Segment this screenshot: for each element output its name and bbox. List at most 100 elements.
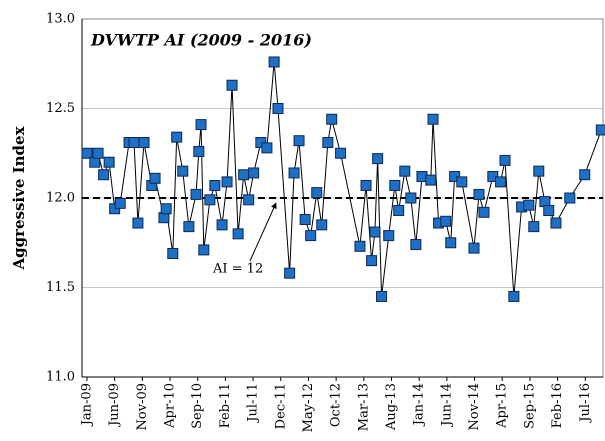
data-point bbox=[322, 137, 334, 149]
data-point bbox=[272, 103, 284, 114]
data-point bbox=[369, 226, 381, 238]
data-point bbox=[473, 188, 485, 200]
data-point bbox=[478, 206, 490, 218]
data-point bbox=[366, 255, 378, 267]
data-point bbox=[209, 179, 221, 191]
annotation: AI = 12 bbox=[212, 262, 263, 277]
data-point bbox=[376, 290, 388, 302]
y-tick-label: 12.5 bbox=[46, 101, 75, 116]
data-point bbox=[550, 217, 562, 229]
data-point bbox=[195, 119, 207, 131]
x-tick-label: Sep-10 bbox=[190, 383, 205, 429]
data-point bbox=[399, 165, 411, 177]
annotation-arrow bbox=[249, 202, 277, 262]
data-point bbox=[427, 113, 439, 125]
data-point bbox=[326, 113, 338, 125]
data-point bbox=[543, 205, 555, 217]
data-point bbox=[335, 147, 347, 159]
data-point bbox=[299, 213, 311, 225]
data-point bbox=[204, 194, 216, 206]
data-point bbox=[268, 56, 280, 68]
data-point bbox=[103, 156, 115, 168]
data-point bbox=[440, 215, 452, 227]
x-tick-label: Feb-11 bbox=[218, 383, 233, 428]
data-point bbox=[193, 145, 205, 157]
x-tick-label: Jun-09 bbox=[107, 383, 122, 428]
chart-title: DVWTP AI (2009 - 2016) bbox=[90, 31, 312, 50]
y-tick-label: 13.0 bbox=[46, 12, 75, 27]
data-point bbox=[354, 240, 366, 252]
data-point bbox=[533, 165, 545, 177]
data-point bbox=[98, 169, 110, 181]
data-point bbox=[564, 192, 576, 204]
y-axis-label: Aggressive Index bbox=[10, 125, 28, 270]
data-point bbox=[360, 179, 372, 191]
data-point bbox=[445, 237, 457, 249]
data-point bbox=[243, 194, 255, 206]
data-point bbox=[232, 228, 244, 240]
data-point bbox=[177, 165, 189, 177]
data-point bbox=[499, 154, 511, 166]
data-point bbox=[160, 203, 172, 215]
data-point bbox=[221, 176, 233, 188]
data-point bbox=[579, 169, 591, 181]
data-point bbox=[293, 135, 305, 147]
data-point bbox=[128, 137, 140, 149]
data-point bbox=[410, 239, 422, 251]
x-tick-label: May-12 bbox=[301, 383, 316, 432]
x-tick-label: Nov-09 bbox=[135, 383, 150, 430]
data-point bbox=[372, 153, 384, 165]
data-point bbox=[284, 267, 296, 279]
data-point bbox=[389, 179, 401, 191]
data-point bbox=[425, 174, 437, 186]
x-tick-label: Mar-13 bbox=[356, 383, 371, 431]
y-tick-label: 11.5 bbox=[46, 280, 75, 295]
data-point bbox=[316, 219, 328, 231]
y-tick-label: 12.0 bbox=[46, 191, 75, 206]
x-tick-label: Jan-14 bbox=[412, 383, 427, 427]
data-point bbox=[183, 221, 195, 233]
x-tick-label: Aug-13 bbox=[384, 383, 399, 431]
x-tick-label: Jan-09 bbox=[79, 383, 94, 427]
data-point bbox=[167, 247, 179, 259]
x-tick-label: Oct-12 bbox=[329, 383, 344, 427]
x-tick-label: Feb-16 bbox=[550, 383, 565, 428]
x-tick-label: Jul-16 bbox=[578, 383, 593, 424]
x-tick-label: Sep-15 bbox=[522, 383, 537, 429]
y-tick-label: 11.0 bbox=[46, 370, 75, 385]
data-point bbox=[393, 205, 405, 217]
data-point bbox=[226, 79, 238, 91]
data-point bbox=[311, 187, 323, 199]
data-point bbox=[528, 221, 540, 233]
x-tick-label: Dec-11 bbox=[273, 383, 288, 429]
data-point bbox=[171, 131, 183, 143]
data-point bbox=[383, 230, 395, 242]
data-point bbox=[198, 244, 210, 256]
data-point bbox=[216, 219, 228, 231]
x-tick-label: Jun-14 bbox=[439, 383, 454, 428]
data-point bbox=[523, 199, 535, 211]
data-point bbox=[92, 147, 104, 159]
data-point bbox=[456, 176, 468, 188]
data-point bbox=[138, 137, 150, 149]
data-point bbox=[405, 192, 417, 204]
data-point bbox=[190, 188, 202, 200]
data-point bbox=[132, 217, 144, 229]
data-point bbox=[81, 147, 93, 159]
data-point bbox=[508, 290, 520, 302]
data-point bbox=[248, 167, 260, 179]
data-point bbox=[305, 230, 317, 242]
data-point bbox=[238, 169, 250, 181]
series-line bbox=[86, 61, 602, 297]
data-point bbox=[149, 172, 161, 184]
x-tick-label: Jul-11 bbox=[246, 383, 261, 424]
data-point bbox=[468, 242, 480, 254]
data-point bbox=[114, 197, 126, 209]
x-tick-label: Nov-14 bbox=[467, 383, 482, 430]
data-point bbox=[495, 176, 507, 188]
data-point bbox=[261, 142, 273, 154]
x-tick-label: Apr-15 bbox=[495, 383, 510, 429]
x-tick-label: Apr-10 bbox=[163, 383, 178, 429]
data-point bbox=[595, 124, 605, 136]
